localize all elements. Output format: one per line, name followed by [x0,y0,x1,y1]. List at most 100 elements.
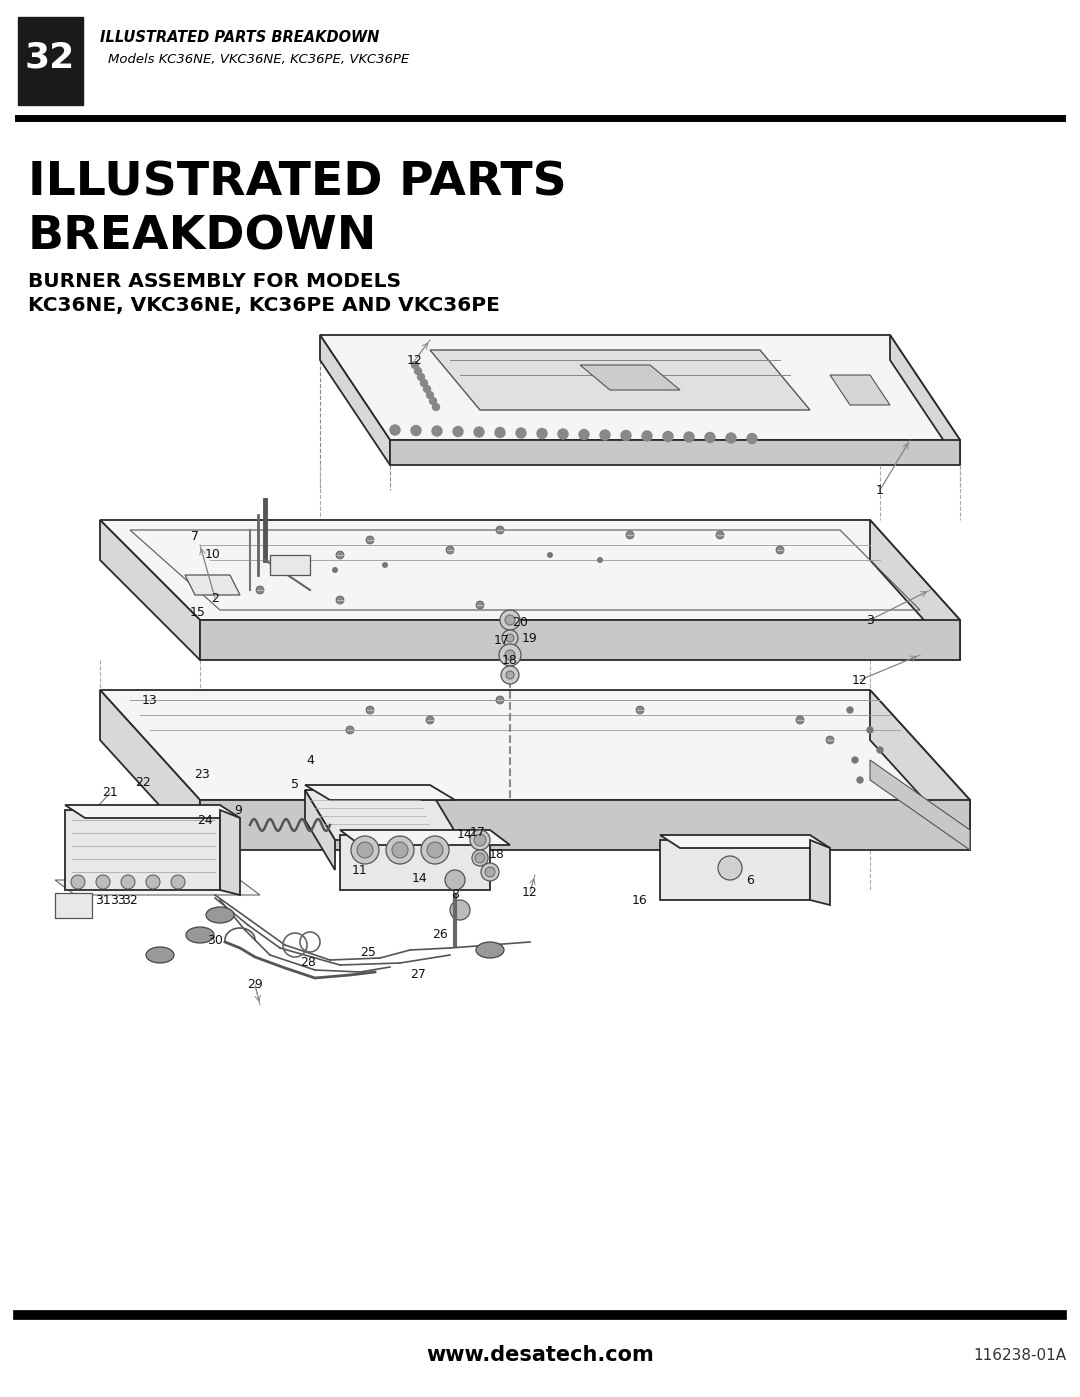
Circle shape [663,432,673,441]
Text: 22: 22 [135,775,151,788]
Polygon shape [185,576,240,595]
Polygon shape [320,335,960,440]
Circle shape [852,757,858,763]
Text: 7: 7 [191,531,199,543]
Circle shape [726,433,735,443]
Circle shape [716,531,724,539]
Polygon shape [200,800,970,849]
Circle shape [847,707,853,712]
Circle shape [475,854,485,863]
Circle shape [427,842,443,858]
Polygon shape [810,840,831,905]
Circle shape [146,875,160,888]
Circle shape [476,601,484,609]
Circle shape [505,650,515,659]
Ellipse shape [206,907,234,923]
Ellipse shape [476,942,504,958]
Text: 18: 18 [489,848,505,862]
Text: 32: 32 [122,894,138,907]
Circle shape [415,367,421,374]
Text: 3: 3 [866,613,874,626]
Polygon shape [65,805,240,819]
Circle shape [121,875,135,888]
Circle shape [351,835,379,863]
Circle shape [546,552,553,557]
Polygon shape [270,555,310,576]
Polygon shape [430,351,810,409]
Circle shape [96,875,110,888]
Circle shape [430,398,436,405]
Circle shape [718,856,742,880]
Circle shape [446,546,454,555]
Polygon shape [340,835,490,890]
Text: 2: 2 [211,591,219,605]
Circle shape [426,717,434,724]
Polygon shape [660,835,831,848]
Circle shape [453,426,463,436]
Polygon shape [220,810,240,895]
Polygon shape [55,880,260,895]
Circle shape [684,432,694,441]
Circle shape [796,717,804,724]
Circle shape [432,404,440,411]
Circle shape [579,429,589,440]
Text: 19: 19 [522,631,538,644]
Polygon shape [870,760,970,849]
Circle shape [636,705,644,714]
Bar [18,17,83,105]
Circle shape [450,900,470,921]
Circle shape [777,546,784,555]
Circle shape [357,842,373,858]
Circle shape [474,427,484,437]
Circle shape [877,747,883,753]
Circle shape [390,425,400,434]
Circle shape [496,696,504,704]
Polygon shape [305,789,335,870]
Polygon shape [831,374,890,405]
Circle shape [501,666,519,685]
Text: 12: 12 [522,886,538,898]
Text: 14: 14 [413,872,428,884]
Circle shape [858,777,863,782]
Text: 31: 31 [95,894,111,907]
Polygon shape [870,520,960,659]
Circle shape [423,386,431,393]
Text: 21: 21 [103,787,118,799]
Circle shape [418,373,424,380]
Polygon shape [305,789,460,840]
Text: 27: 27 [410,968,426,982]
Circle shape [332,567,338,573]
Text: ILLUSTRATED PARTS BREAKDOWN: ILLUSTRATED PARTS BREAKDOWN [100,31,379,46]
Polygon shape [55,893,92,918]
Circle shape [600,430,610,440]
Circle shape [336,597,345,604]
Circle shape [346,726,354,733]
Text: 33: 33 [110,894,126,907]
Polygon shape [100,690,200,849]
Circle shape [507,634,514,643]
Text: 30: 30 [207,935,222,947]
Circle shape [867,726,873,733]
Text: 17: 17 [470,826,486,838]
Circle shape [496,527,504,534]
Polygon shape [390,440,960,465]
Polygon shape [890,335,960,465]
Circle shape [507,671,514,679]
Text: KC36NE, VKC36NE, KC36PE AND VKC36PE: KC36NE, VKC36NE, KC36PE AND VKC36PE [28,296,500,314]
Circle shape [516,427,526,439]
Text: 18: 18 [502,654,518,666]
Circle shape [826,736,834,745]
Text: 9: 9 [234,803,242,816]
Circle shape [470,830,490,849]
Circle shape [474,834,486,847]
Text: 17: 17 [494,633,510,647]
Text: 12: 12 [407,353,423,366]
Circle shape [386,835,414,863]
Circle shape [336,550,345,559]
Circle shape [472,849,488,866]
Text: 14: 14 [457,828,473,841]
Circle shape [171,875,185,888]
Circle shape [366,705,374,714]
Circle shape [621,430,631,440]
Polygon shape [580,365,680,390]
